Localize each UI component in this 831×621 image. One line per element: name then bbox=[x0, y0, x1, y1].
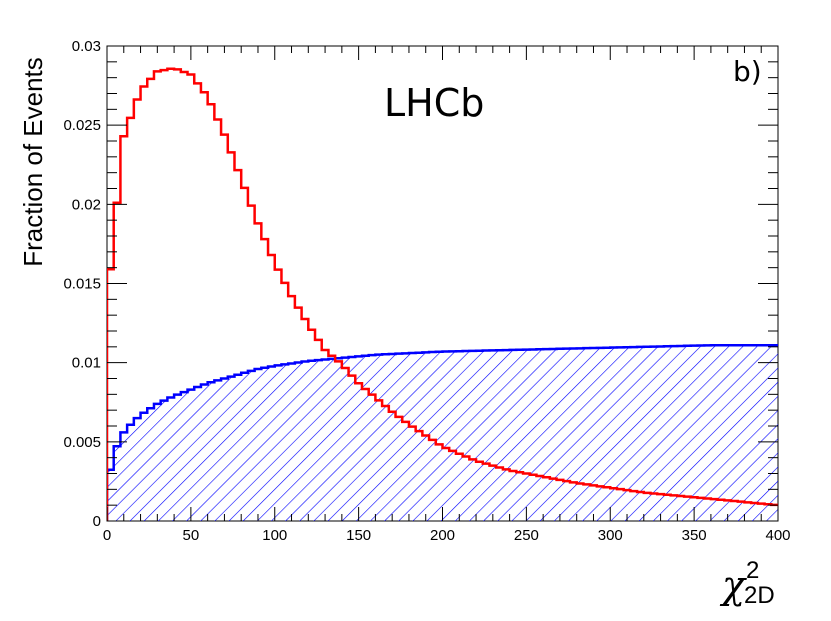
x-tick-label: 100 bbox=[262, 527, 287, 544]
x-axis-title: χ bbox=[719, 563, 747, 607]
x-tick-label: 350 bbox=[682, 527, 707, 544]
x-axis-subscript: 2D bbox=[744, 582, 775, 609]
series-line-red bbox=[107, 67, 778, 521]
x-tick-label: 400 bbox=[765, 527, 790, 544]
y-tick-label: 0.005 bbox=[63, 434, 101, 451]
tick-layer: 0 50 100 150 200 250 300 350 400 0 0.005 0.01 0.015 0… bbox=[63, 38, 790, 544]
x-tick-label: 0 bbox=[103, 527, 111, 544]
y-tick-label: 0.02 bbox=[72, 196, 101, 213]
series-layer bbox=[107, 67, 778, 521]
x-tick-label: 300 bbox=[598, 527, 623, 544]
x-tick-label: 250 bbox=[514, 527, 539, 544]
x-axis-symbol: χ bbox=[719, 563, 747, 607]
y-tick-label: 0.025 bbox=[63, 117, 101, 134]
x-tick-label: 150 bbox=[346, 527, 371, 544]
y-tick-label: 0.01 bbox=[72, 355, 101, 372]
y-tick-label: 0.03 bbox=[72, 38, 101, 55]
panel-label: b) bbox=[733, 55, 762, 88]
series-hatch-fill bbox=[107, 345, 778, 521]
series-line-blue bbox=[107, 344, 778, 521]
experiment-label: LHCb bbox=[384, 81, 484, 125]
x-tick-label: 200 bbox=[430, 527, 455, 544]
x-axis-superscript: 2 bbox=[746, 557, 759, 584]
x-tick-label: 50 bbox=[183, 527, 200, 544]
y-tick-label: 0.015 bbox=[63, 276, 101, 293]
y-axis-title: Fraction of Events bbox=[18, 57, 48, 267]
y-tick-label: 0 bbox=[93, 513, 101, 530]
